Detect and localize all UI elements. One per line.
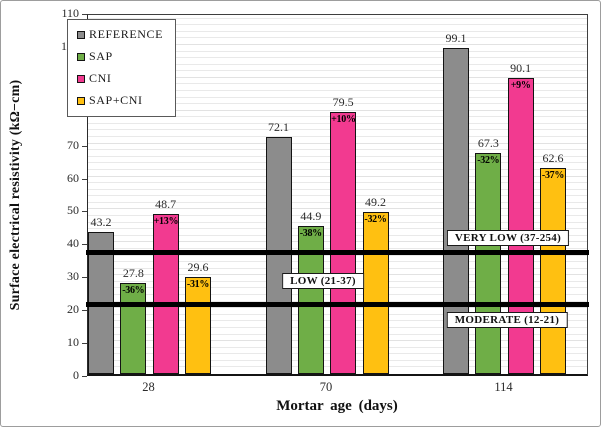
gridline bbox=[88, 43, 587, 45]
y-tick-label: 10 bbox=[67, 335, 79, 350]
legend-marker-icon bbox=[77, 52, 85, 61]
legend-item-reference: REFERENCE bbox=[77, 27, 163, 42]
legend: REFERENCE SAP CNI SAP+CNI bbox=[67, 19, 177, 117]
bar-value-label: 67.3 bbox=[477, 135, 499, 150]
y-tick-mark bbox=[82, 211, 87, 213]
bar-change-label: -32% bbox=[364, 214, 387, 226]
bar-sap+cni-70: -32% bbox=[362, 212, 389, 374]
gridline bbox=[88, 63, 587, 65]
y-tick-label: 30 bbox=[67, 269, 79, 284]
gridline bbox=[88, 50, 587, 52]
y-tick-label: 110 bbox=[61, 6, 79, 20]
bar-value-label: 27.8 bbox=[122, 265, 144, 280]
x-tick-label: 28 bbox=[142, 380, 155, 394]
y-tick-mark bbox=[82, 310, 87, 312]
y-tick-label: 20 bbox=[67, 302, 79, 317]
bar-sap-114: -32% bbox=[475, 152, 502, 374]
bar-change-label: +9% bbox=[510, 79, 531, 91]
bar-value-label: 29.6 bbox=[187, 259, 209, 274]
legend-item-sap+cni: SAP+CNI bbox=[77, 93, 163, 108]
gridline bbox=[88, 96, 587, 98]
y-tick-label: 50 bbox=[67, 203, 79, 218]
x-tick-label: 114 bbox=[494, 380, 513, 394]
bar-change-label: -32% bbox=[477, 154, 500, 166]
zone-label: LOW (21-37) bbox=[282, 273, 364, 289]
bar-reference-70 bbox=[265, 136, 292, 374]
bar-value-label: 62.6 bbox=[542, 151, 564, 165]
gridline bbox=[88, 70, 587, 72]
reference-line-21 bbox=[86, 302, 589, 308]
y-tick-label: 0 bbox=[73, 368, 79, 382]
gridline bbox=[88, 37, 587, 39]
bar-change-label: -37% bbox=[541, 170, 565, 181]
legend-marker-icon bbox=[77, 74, 85, 83]
gridline bbox=[88, 24, 587, 26]
bar-change-label: -36% bbox=[122, 284, 145, 296]
y-tick-mark bbox=[82, 343, 87, 345]
bar-value-label: 90.1 bbox=[510, 60, 532, 75]
legend-label: SAP+CNI bbox=[89, 93, 143, 107]
gridline bbox=[88, 103, 587, 105]
bar-value-label: 43.2 bbox=[90, 214, 112, 229]
bar-change-label: -38% bbox=[299, 228, 322, 240]
legend-marker-icon bbox=[77, 30, 85, 39]
bar-value-label: 79.5 bbox=[332, 95, 354, 110]
legend-item-cni: CNI bbox=[77, 71, 163, 86]
bar-value-label: 44.9 bbox=[300, 209, 322, 224]
gridline bbox=[88, 83, 587, 85]
gridline bbox=[88, 76, 587, 78]
y-tick-label: 60 bbox=[67, 170, 79, 185]
bar-value-label: 99.1 bbox=[445, 30, 467, 45]
y-tick-mark bbox=[82, 145, 87, 147]
y-tick-mark bbox=[82, 244, 87, 246]
zone-label: VERY LOW (37-254) bbox=[446, 230, 570, 246]
gridline bbox=[88, 109, 587, 111]
x-axis-title: Mortar age (days) bbox=[276, 398, 398, 414]
y-tick-mark bbox=[82, 376, 87, 377]
bar-change-label: +10% bbox=[331, 114, 356, 126]
bar-sap-28: -36% bbox=[120, 282, 147, 374]
legend-label: SAP bbox=[89, 49, 113, 63]
bar-cni-70: +10% bbox=[330, 112, 357, 374]
bar-value-label: 48.7 bbox=[155, 196, 177, 211]
y-tick-label: 70 bbox=[67, 137, 79, 152]
x-tick-label: 70 bbox=[319, 380, 333, 394]
bar-change-label: -31% bbox=[186, 278, 210, 290]
legend-label: CNI bbox=[89, 71, 112, 85]
legend-item-sap: SAP bbox=[77, 49, 163, 64]
legend-marker-icon bbox=[77, 96, 85, 105]
reference-line-37 bbox=[86, 249, 589, 255]
bar-sap+cni-114: -37% bbox=[540, 168, 566, 374]
bar-change-label: +13% bbox=[153, 215, 179, 227]
y-tick-mark bbox=[82, 178, 87, 180]
y-tick-mark bbox=[82, 277, 87, 279]
legend-label: REFERENCE bbox=[89, 27, 164, 41]
bar-value-label: 49.2 bbox=[365, 195, 386, 210]
bar-sap-70: -38% bbox=[297, 226, 324, 374]
zone-label: MODERATE (12-21) bbox=[446, 312, 568, 328]
gridline bbox=[88, 30, 587, 32]
bar-sap+cni-28: -31% bbox=[185, 276, 211, 374]
y-tick-label: 40 bbox=[67, 236, 79, 251]
gridline bbox=[88, 89, 587, 91]
bar-cni-28: +13% bbox=[152, 213, 179, 374]
plot-area: REFERENCE SAP CNI SAP+CNI 43.2 -36% 27.8 +13% 4… bbox=[67, 14, 589, 376]
bar-value-label: 72.1 bbox=[268, 119, 289, 134]
gridline bbox=[88, 57, 587, 59]
bar-cni-114: +9% bbox=[507, 77, 534, 374]
gridline bbox=[88, 17, 587, 19]
y-tick-mark bbox=[82, 14, 87, 15]
